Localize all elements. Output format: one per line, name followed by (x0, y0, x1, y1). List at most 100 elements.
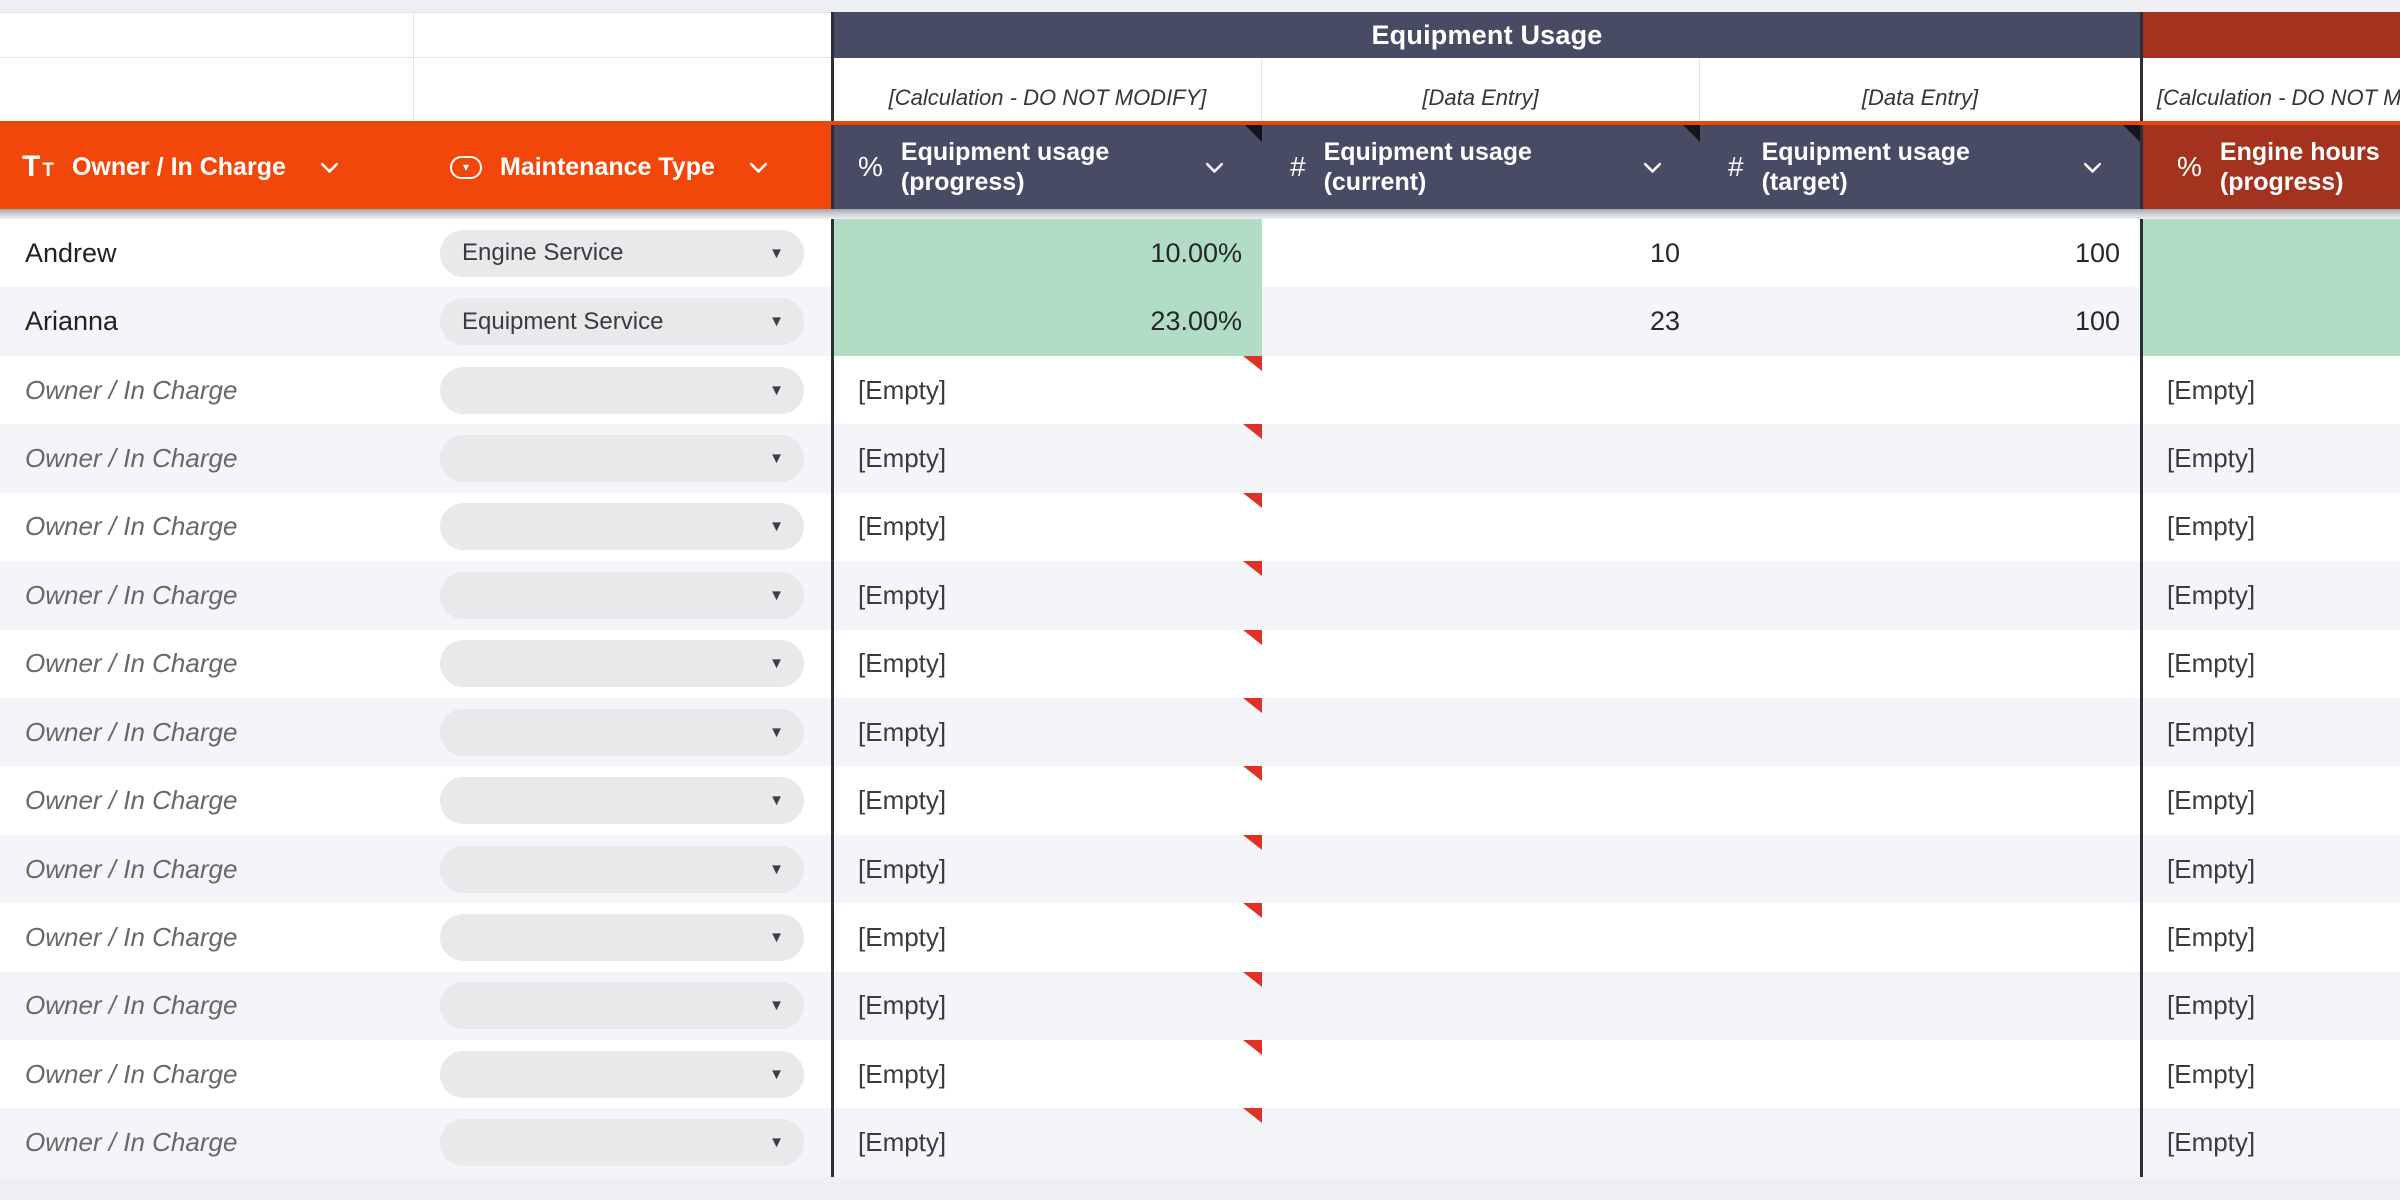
cell-engine-progress[interactable]: [Empty] (2140, 971, 2400, 1041)
cell-owner[interactable]: Owner / In Charge (25, 785, 238, 816)
column-header-usage-progress[interactable]: % Equipment usage (progress) (831, 125, 1262, 209)
cell-usage-progress[interactable]: [Empty] (831, 1040, 1262, 1109)
cell-usage-target[interactable] (1700, 1040, 2140, 1108)
cell-usage-progress[interactable]: 10.00% (831, 219, 1262, 288)
cell-engine-progress[interactable]: [Empty] (2140, 697, 2400, 767)
cell-usage-current[interactable] (1262, 766, 1700, 834)
cell-engine-progress[interactable] (2140, 219, 2400, 288)
chevron-down-icon[interactable] (1639, 154, 1666, 181)
cell-usage-progress[interactable]: [Empty] (831, 629, 1262, 698)
cell-owner[interactable]: Owner / In Charge (25, 921, 238, 952)
cell-owner[interactable]: Owner / In Charge (25, 1058, 238, 1089)
cell-usage-target[interactable]: 100 (2074, 237, 2120, 268)
cell-owner[interactable]: Owner / In Charge (25, 1127, 238, 1158)
cell-owner[interactable]: Owner / In Charge (25, 716, 238, 747)
cell-usage-progress[interactable]: [Empty] (831, 697, 1262, 767)
error-corner-icon (1243, 697, 1262, 713)
cell-usage-current[interactable] (1262, 972, 1700, 1040)
group-header-equipment-usage[interactable]: Equipment Usage (831, 12, 2140, 58)
select-pill[interactable]: ▼ (440, 571, 804, 619)
select-pill[interactable]: ▼ (440, 708, 804, 756)
cell-usage-progress[interactable]: [Empty] (831, 766, 1262, 835)
select-pill[interactable]: ▼ (440, 845, 804, 893)
cell-engine-progress[interactable]: [Empty] (2140, 766, 2400, 835)
cell-usage-current[interactable] (1262, 356, 1700, 424)
cell-usage-current[interactable] (1262, 1108, 1700, 1176)
cell-usage-current[interactable] (1262, 698, 1700, 766)
cell-usage-target[interactable] (1700, 356, 2140, 424)
cell-engine-progress[interactable]: [Empty] (2140, 1040, 2400, 1109)
cell-usage-target[interactable] (1700, 424, 2140, 492)
cell-usage-current[interactable]: 10 (1649, 237, 1680, 268)
cell-usage-target[interactable] (1700, 1108, 2140, 1176)
cell-usage-target[interactable] (1700, 561, 2140, 629)
select-pill[interactable]: ▼ (440, 434, 804, 482)
cell-usage-progress[interactable]: [Empty] (831, 561, 1262, 630)
chevron-down-icon[interactable] (745, 154, 772, 181)
cell-usage-current[interactable] (1262, 424, 1700, 492)
cell-usage-target[interactable] (1700, 698, 2140, 766)
cell-usage-current[interactable] (1262, 630, 1700, 698)
column-header-usage-current[interactable]: # Equipment usage (current) (1262, 125, 1700, 209)
column-header-engine-progress[interactable]: % Engine hours (progress) (2140, 125, 2400, 209)
cell-usage-progress[interactable]: [Empty] (831, 903, 1262, 972)
column-header-maintenance-type[interactable]: ▾ Maintenance Type (414, 125, 831, 209)
cell-usage-target[interactable] (1700, 493, 2140, 561)
cell-owner[interactable]: Owner / In Charge (25, 648, 238, 679)
cell-engine-progress[interactable]: [Empty] (2140, 1108, 2400, 1177)
column-header-usage-target[interactable]: # Equipment usage (target) (1700, 125, 2140, 209)
chevron-down-icon[interactable] (2079, 154, 2106, 181)
caret-down-icon: ▼ (769, 1134, 784, 1152)
select-pill[interactable]: ▼ (440, 503, 804, 551)
cell-usage-current[interactable] (1262, 903, 1700, 971)
select-pill[interactable]: ▼ (440, 640, 804, 688)
select-pill[interactable]: Equipment Service ▼ (440, 298, 804, 346)
cell-engine-progress[interactable]: [Empty] (2140, 492, 2400, 562)
select-pill[interactable]: ▼ (440, 777, 804, 825)
cell-usage-target[interactable] (1700, 766, 2140, 834)
cell-owner[interactable]: Owner / In Charge (25, 853, 238, 884)
cell-owner[interactable]: Andrew (25, 237, 117, 268)
select-pill[interactable]: ▼ (440, 1050, 804, 1098)
group-header-engine-hours[interactable] (2140, 12, 2400, 58)
cell-engine-progress[interactable]: [Empty] (2140, 355, 2400, 425)
cell-engine-progress[interactable] (2140, 287, 2400, 356)
cell-usage-progress[interactable]: [Empty] (831, 355, 1262, 425)
cell-usage-progress[interactable]: 23.00% (831, 287, 1262, 356)
cell-usage-target[interactable] (1700, 903, 2140, 971)
cell-usage-target[interactable] (1700, 972, 2140, 1040)
select-pill[interactable]: Engine Service ▼ (440, 229, 804, 277)
cell-usage-progress[interactable]: [Empty] (831, 971, 1262, 1041)
cell-usage-current[interactable] (1262, 493, 1700, 561)
cell-usage-current[interactable] (1262, 1040, 1700, 1108)
cell-usage-progress[interactable]: [Empty] (831, 492, 1262, 562)
cell-usage-target[interactable] (1700, 630, 2140, 698)
cell-engine-progress[interactable]: [Empty] (2140, 834, 2400, 904)
cell-owner[interactable]: Owner / In Charge (25, 511, 238, 542)
cell-usage-current[interactable] (1262, 561, 1700, 629)
cell-engine-progress[interactable]: [Empty] (2140, 424, 2400, 493)
cell-usage-progress[interactable]: [Empty] (831, 1108, 1262, 1177)
cell-owner[interactable]: Owner / In Charge (25, 990, 238, 1021)
select-pill[interactable]: ▼ (440, 982, 804, 1030)
cell-owner[interactable]: Arianna (25, 306, 119, 337)
cell-usage-current[interactable]: 23 (1649, 306, 1680, 337)
select-pill[interactable]: ▼ (440, 1119, 804, 1167)
select-pill[interactable]: ▼ (440, 913, 804, 961)
cell-owner[interactable]: Owner / In Charge (25, 374, 238, 405)
cell-engine-progress[interactable]: [Empty] (2140, 903, 2400, 972)
cell-usage-target[interactable] (1700, 835, 2140, 903)
cell-usage-target[interactable]: 100 (2074, 306, 2120, 337)
cell-engine-progress[interactable]: [Empty] (2140, 561, 2400, 630)
select-pill[interactable]: ▼ (440, 366, 804, 414)
cell-owner[interactable]: Owner / In Charge (25, 579, 238, 610)
cell-owner[interactable]: Owner / In Charge (25, 442, 238, 473)
cell-usage-progress[interactable]: [Empty] (831, 834, 1262, 904)
chevron-down-icon[interactable] (316, 154, 343, 181)
cell-engine-progress[interactable]: [Empty] (2140, 629, 2400, 698)
empty-value: [Empty] (858, 990, 947, 1021)
cell-usage-progress[interactable]: [Empty] (831, 424, 1262, 493)
cell-usage-current[interactable] (1262, 835, 1700, 903)
chevron-down-icon[interactable] (1201, 154, 1228, 181)
